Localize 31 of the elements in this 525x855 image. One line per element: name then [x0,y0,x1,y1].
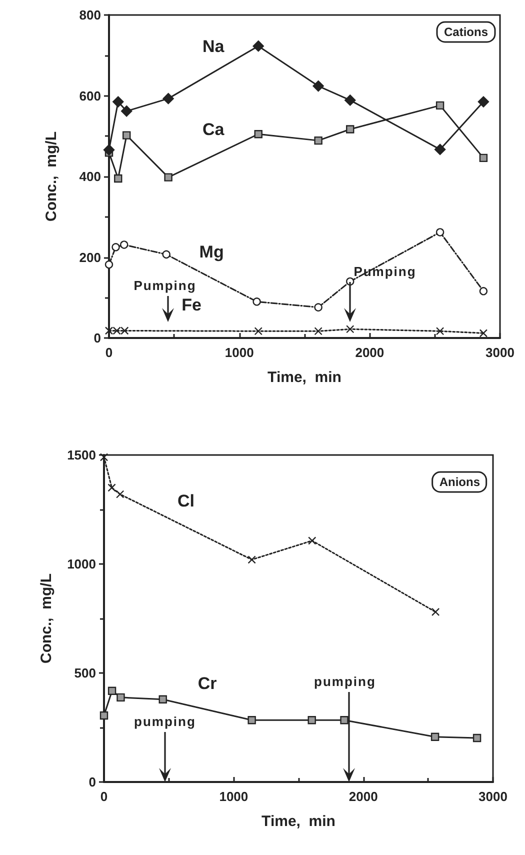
legend-label: Fe [182,295,202,314]
y-axis-title: Conc., mg/L [43,132,60,222]
y-tick-label: 500 [74,666,96,680]
series-label: Cr [198,674,218,694]
annotation: Pumping [134,278,196,293]
y-tick-label: 200 [79,250,101,265]
y-tick-label: 600 [79,88,101,104]
x-tick-label: 1000 [219,789,248,804]
x-tick-label: 3000 [486,345,514,360]
x-tick-label: 0 [105,345,113,360]
series-label: Ca [202,120,225,140]
y-tick-label: 800 [79,8,101,22]
x-axis-title: Time, min [268,369,342,386]
y-tick-label: 0 [88,774,96,790]
y-tick-label: 0 [94,330,101,346]
x-tick-label: 2000 [355,345,384,360]
series-label: Na [202,36,225,56]
series-label: Cl [177,491,194,510]
x-tick-label: 2000 [348,789,378,804]
y-tick-label: 1000 [67,556,96,572]
y-tick-label: 400 [79,169,101,184]
annotation: pumping [134,714,196,729]
x-tick-label: 1000 [224,345,254,360]
series-label: Mg [199,242,224,262]
x-axis-title: Time, min [262,813,336,830]
x-tick-label: 3000 [478,789,508,804]
text: Cations [444,25,488,39]
annotation: pumping [314,674,376,689]
y-tick-label: 1500 [67,448,96,462]
text: Anions [439,475,480,489]
y-axis-title: Conc., mg/L [38,574,55,664]
